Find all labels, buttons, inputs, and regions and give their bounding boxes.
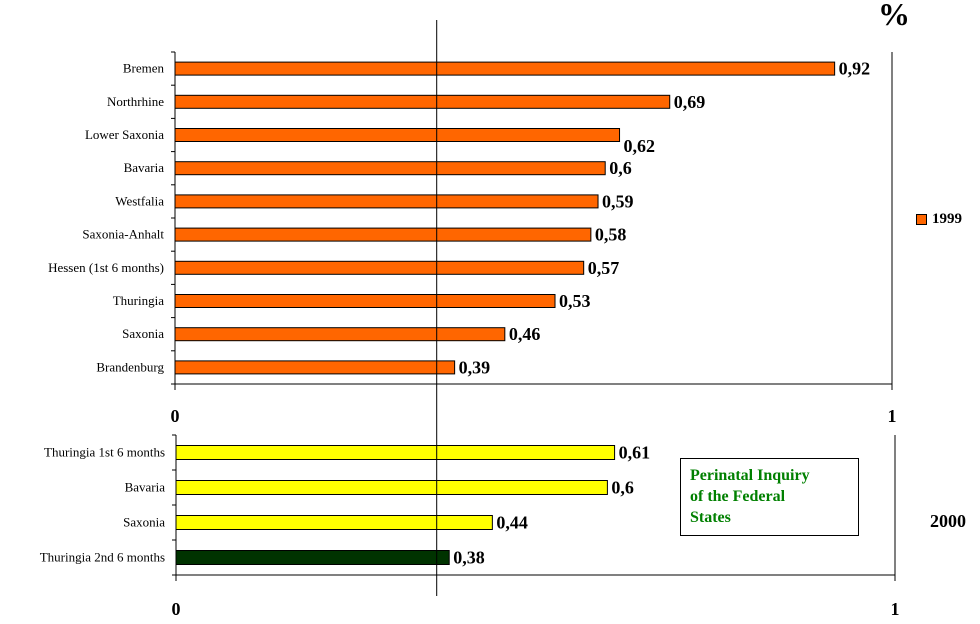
legend-swatch-1999 (916, 214, 927, 225)
bar (174, 360, 456, 375)
category-label: Northrhine (107, 94, 164, 109)
category-label: Westfalia (115, 193, 164, 208)
bar (174, 161, 606, 176)
category-label: Bavaria (124, 160, 165, 175)
bar (174, 128, 621, 142)
category-label: Lower Saxonia (85, 127, 164, 142)
data-label: 0,58 (595, 225, 627, 245)
info-line: States (690, 509, 731, 526)
data-label: 0,62 (624, 136, 656, 156)
bar (174, 327, 506, 342)
data-label: 0,61 (619, 443, 651, 463)
bar (175, 550, 450, 565)
year-2000-label: 2000 (930, 511, 966, 531)
info-box: Perinatal Inquiry of the Federal States (680, 458, 859, 536)
data-label: 0,69 (674, 92, 706, 112)
bar (174, 61, 836, 76)
data-label: 0,46 (509, 324, 541, 344)
legend: 1999 (916, 211, 962, 228)
bar (174, 260, 585, 275)
info-line: of the Federal (690, 488, 786, 505)
x-tick-label: 1 (891, 599, 900, 619)
bar (174, 227, 592, 242)
data-label: 0,6 (609, 158, 632, 178)
bar (174, 94, 671, 109)
category-label: Saxonia-Anhalt (82, 227, 164, 242)
data-label: 0,57 (588, 258, 620, 278)
bar (174, 294, 556, 308)
bar (175, 515, 493, 530)
category-label: Bremen (123, 61, 165, 76)
bar (174, 194, 599, 209)
legend-label-1999: 1999 (932, 211, 962, 227)
x-tick-label: 0 (171, 406, 180, 426)
category-label: Saxonia (122, 326, 164, 341)
category-label: Hessen (1st 6 months) (48, 260, 164, 275)
unit-label: % (878, 0, 910, 32)
category-label: Thuringia 2nd 6 months (40, 550, 165, 565)
data-label: 0,59 (602, 191, 634, 211)
data-label: 0,38 (453, 548, 485, 568)
data-label: 0,6 (611, 478, 634, 498)
x-tick-label: 0 (172, 599, 181, 619)
x-tick-label: 1 (888, 406, 897, 426)
data-label: 0,53 (559, 291, 591, 311)
category-label: Saxonia (123, 515, 165, 530)
category-label: Thuringia 1st 6 months (44, 445, 165, 460)
category-label: Thuringia (113, 293, 164, 308)
data-label: 0,92 (839, 59, 871, 79)
bar (175, 445, 616, 460)
info-line: Perinatal Inquiry (690, 467, 810, 484)
category-label: Brandenburg (96, 359, 164, 374)
bar (175, 480, 608, 495)
data-label: 0,44 (496, 513, 528, 533)
category-label: Bavaria (125, 480, 166, 495)
data-label: 0,39 (459, 357, 491, 377)
